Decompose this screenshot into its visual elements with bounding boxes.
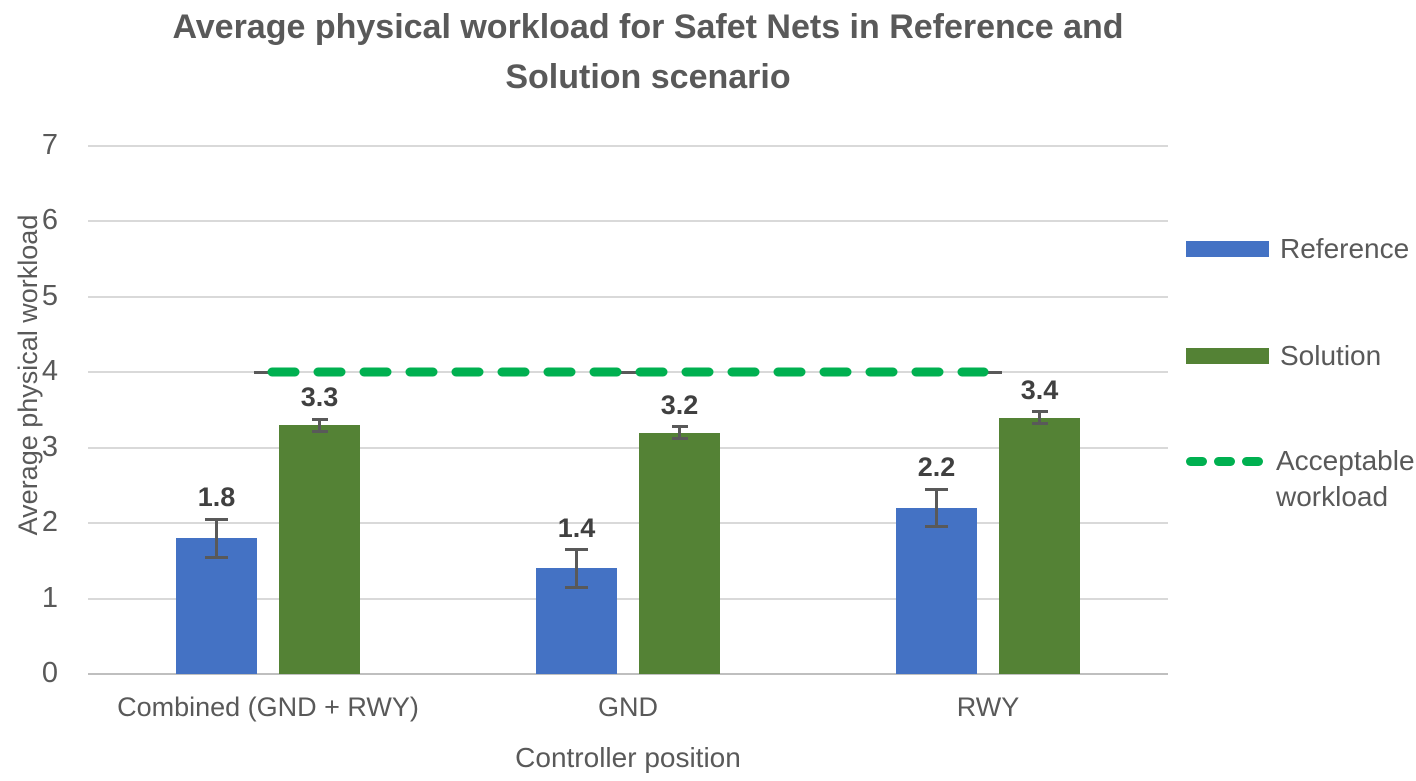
legend-item-acceptable-workload: Acceptable workload (1186, 443, 1416, 515)
bar-reference (896, 508, 977, 674)
legend-label-reference: Reference (1280, 233, 1410, 264)
legend-dashed-line-icon (1186, 457, 1263, 466)
reference-line-error-cap (974, 371, 1002, 375)
error-bar (215, 519, 218, 558)
gridline (88, 145, 1168, 147)
y-tick-label: 5 (41, 279, 58, 312)
error-bar (318, 419, 321, 432)
bar-solution (999, 417, 1080, 674)
bar-solution (279, 425, 360, 674)
x-axis-line (88, 673, 1168, 675)
legend-label-solution: Solution (1280, 340, 1382, 371)
y-tick-label: 7 (41, 129, 58, 161)
error-bar-cap (671, 425, 688, 429)
error-bar-cap (925, 487, 948, 491)
x-tick-label: Combined (GND + RWY) (117, 692, 419, 722)
plot-area: 1.8 3.3 Combined (GND + RWY) 1.4 3.2 GND 2.2 3.… (88, 145, 1168, 722)
legend-item-solution: Solution (1186, 338, 1381, 374)
error-bar-cap (1031, 422, 1048, 426)
data-label: 2.2 (917, 452, 956, 483)
x-tick-label: GND (598, 692, 658, 722)
legend-swatch-reference (1186, 241, 1269, 257)
error-bar (935, 489, 938, 527)
error-bar-cap (205, 517, 228, 521)
gridline (88, 295, 1168, 298)
error-bar (575, 549, 578, 588)
error-bar-cap (311, 417, 328, 421)
data-label: 3.2 (660, 389, 699, 420)
reference-line-error-cap (614, 371, 642, 375)
gridline (88, 597, 1168, 600)
data-label: 3.4 (1020, 374, 1059, 405)
y-tick-label: 3 (41, 430, 58, 463)
gridline (88, 220, 1168, 223)
y-axis-ticks: 0 1 2 3 4 5 6 7 (0, 129, 62, 689)
y-tick-label: 1 (41, 581, 58, 614)
error-bar-cap (565, 585, 588, 589)
error-bar-cap (565, 548, 588, 552)
error-bar (678, 426, 681, 439)
data-label: 3.3 (300, 382, 339, 413)
x-tick-label: RWY (956, 692, 1020, 722)
gridline (88, 522, 1168, 525)
y-tick-label: 6 (41, 204, 58, 237)
legend-label-acceptable-workload: Acceptable workload (1276, 445, 1415, 512)
legend-swatch-solution (1186, 348, 1269, 364)
x-axis-title: Controller position (515, 742, 741, 773)
legend: Reference Solution Acceptable workload (1186, 215, 1416, 535)
y-tick-label: 2 (41, 506, 58, 539)
reference-line-error-cap (254, 371, 282, 375)
bar-solution (639, 432, 720, 674)
error-bar-cap (1031, 410, 1048, 413)
legend-item-reference: Reference (1186, 231, 1409, 267)
data-label: 1.4 (557, 512, 596, 543)
chart-title: Average physical workload for Safet Nets… (172, 8, 1124, 96)
y-tick-label: 4 (41, 355, 58, 388)
error-bar-cap (925, 525, 948, 529)
error-bar-cap (205, 555, 228, 559)
bar-reference (176, 538, 257, 674)
error-bar (1038, 411, 1041, 424)
gridline (88, 446, 1168, 449)
y-tick-label: 0 (41, 657, 58, 689)
error-bar-cap (671, 437, 688, 441)
data-label: 1.8 (197, 482, 236, 513)
error-bar-cap (311, 429, 328, 433)
